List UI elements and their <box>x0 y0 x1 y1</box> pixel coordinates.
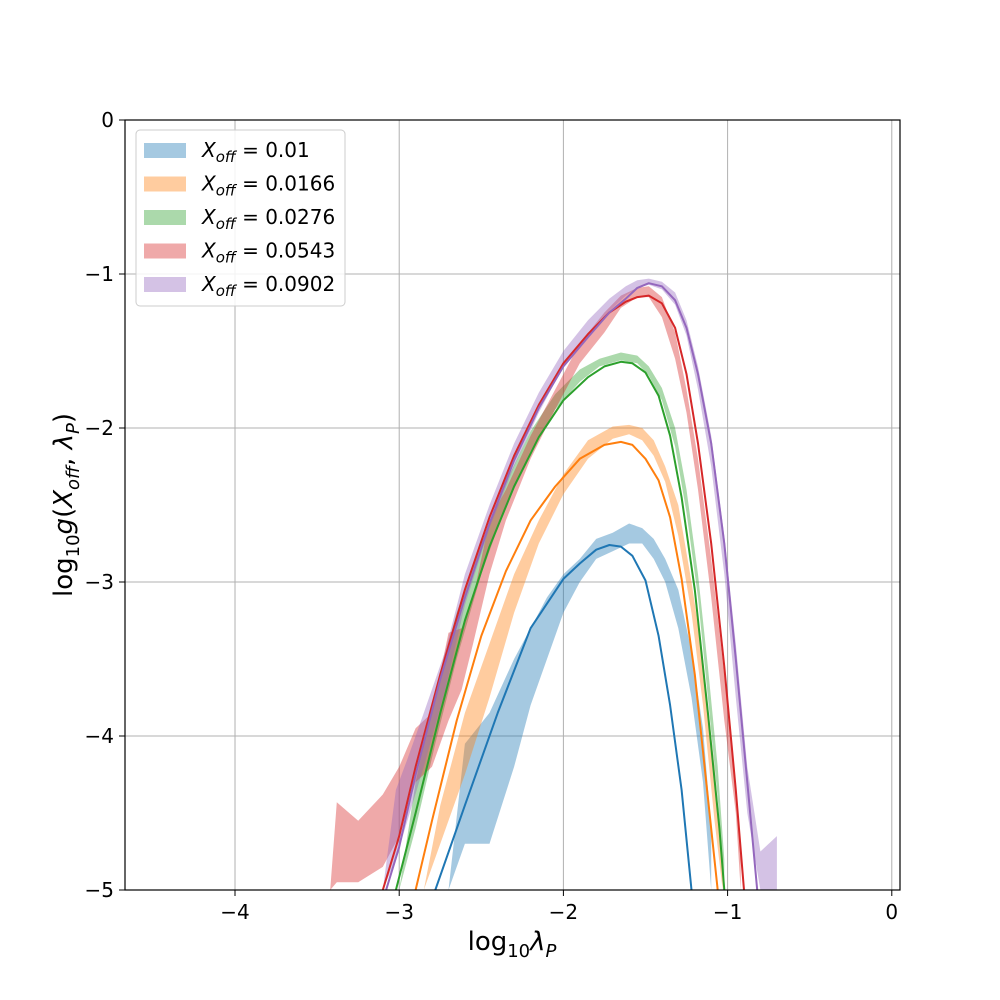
x-tick-label: −1 <box>713 900 742 924</box>
legend-item-1: Xoff = 0.0166 <box>144 172 335 200</box>
legend-frame <box>135 129 346 307</box>
legend-swatch <box>144 176 186 192</box>
x-tick-label: −2 <box>549 900 578 924</box>
y-tick-label: −2 <box>85 416 114 440</box>
y-tick-label: 0 <box>101 108 114 132</box>
y-tick-label: −1 <box>85 262 114 286</box>
legend-label: Xoff = 0.0902 <box>201 272 335 300</box>
x-tick-label: 0 <box>885 900 898 924</box>
legend-label: Xoff = 0.0276 <box>201 205 335 233</box>
legend-label: Xoff = 0.01 <box>201 138 310 166</box>
legend-item-4: Xoff = 0.0902 <box>144 272 335 300</box>
y-tick-label: −5 <box>85 878 114 902</box>
series-line-4 <box>385 282 759 890</box>
legend-label: Xoff = 0.0543 <box>201 239 335 267</box>
series-line-0 <box>434 544 693 890</box>
y-tick-label: −4 <box>85 724 114 748</box>
legend-item-2: Xoff = 0.0276 <box>144 205 335 233</box>
legend-item-0: Xoff = 0.01 <box>144 138 310 166</box>
legend-swatch <box>144 243 186 259</box>
axis-ticks: −4 −3 −2 −1 0 0 −1 −2 −3 −4 −5 <box>85 108 899 924</box>
y-axis-label: log10g(Xoff, λP) <box>49 413 84 597</box>
x-tick-label: −3 <box>384 900 413 924</box>
x-tick-label: −4 <box>220 900 249 924</box>
legend-swatch <box>144 277 186 292</box>
plot-frame <box>124 119 901 891</box>
y-tick-label: −3 <box>85 570 114 594</box>
series-line-1 <box>414 440 719 890</box>
series-line-2 <box>394 360 726 890</box>
legend-item-3: Xoff = 0.0543 <box>144 239 335 267</box>
legend-label: Xoff = 0.0166 <box>201 172 335 200</box>
series-lines <box>381 282 759 890</box>
series-line-3 <box>381 294 745 890</box>
legend: Xoff = 0.01 Xoff = 0.0166 Xoff = 0.0276 Xof… <box>135 129 346 307</box>
legend-swatch <box>144 143 186 158</box>
legend-swatch <box>144 210 186 225</box>
